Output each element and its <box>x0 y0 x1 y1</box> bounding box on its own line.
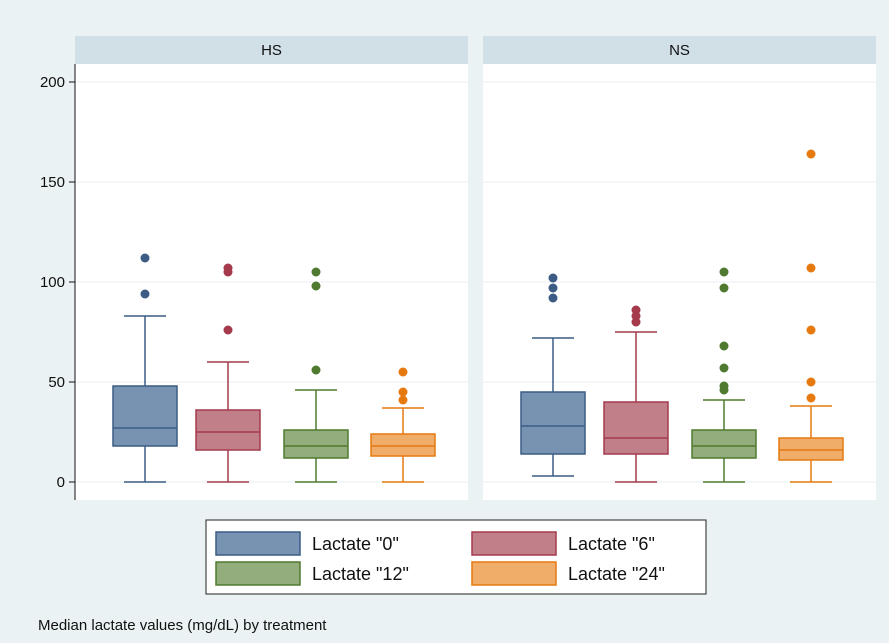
outlier-point <box>806 393 816 403</box>
outlier-point <box>806 149 816 159</box>
box-hs-2 <box>283 267 349 483</box>
box-iqr <box>691 429 757 459</box>
legend: Lactate "0" Lactate "6" Lactate "12" Lactat… <box>205 519 707 595</box>
outlier-point <box>311 281 321 291</box>
legend-item-2: Lactate "12" <box>215 561 409 586</box>
legend-label: Lactate "6" <box>568 534 655 554</box>
outlier-point <box>806 325 816 335</box>
outlier-point <box>398 387 408 397</box>
panel-header <box>483 36 876 64</box>
y-tick-label: 50 <box>48 374 65 391</box>
outlier-point <box>398 395 408 405</box>
box-ns-3 <box>778 149 844 483</box>
panels: HS NS <box>75 36 876 500</box>
outlier-point <box>548 273 558 283</box>
panel-ns: NS <box>483 36 876 500</box>
outlier-point <box>311 267 321 277</box>
outlier-point <box>223 263 233 273</box>
chart-note: Median lactate values (mg/dL) by treatme… <box>38 617 327 634</box>
y-tick-label: 100 <box>40 274 65 291</box>
outlier-point <box>548 283 558 293</box>
box-iqr <box>195 409 261 451</box>
box-iqr <box>283 429 349 459</box>
legend-swatch <box>471 531 557 556</box>
y-tick-label: 0 <box>57 474 65 491</box>
legend-label: Lactate "24" <box>568 564 665 584</box>
box-hs-0 <box>112 253 178 483</box>
legend-label: Lactate "12" <box>312 564 409 584</box>
legend-label: Lactate "0" <box>312 534 399 554</box>
legend-swatch <box>471 561 557 586</box>
box-ns-1 <box>603 305 669 483</box>
y-axis: 0 50 100 150 200 <box>40 64 76 500</box>
outlier-point <box>548 293 558 303</box>
outlier-point <box>140 289 150 299</box>
y-tick-label: 200 <box>40 74 65 91</box>
panel-header <box>75 36 468 64</box>
box-hs-3 <box>370 367 436 483</box>
outlier-point <box>631 305 641 315</box>
box-iqr <box>603 401 669 455</box>
legend-swatch <box>215 561 301 586</box>
outlier-point <box>311 365 321 375</box>
outlier-point <box>719 267 729 277</box>
y-tick-label: 150 <box>40 174 65 191</box>
outlier-point <box>223 325 233 335</box>
panel-title: HS <box>261 42 282 59</box>
legend-item-0: Lactate "0" <box>215 531 399 556</box>
outlier-point <box>398 367 408 377</box>
box-ns-0 <box>520 273 586 477</box>
legend-swatch <box>215 531 301 556</box>
outlier-point <box>719 381 729 391</box>
outlier-point <box>140 253 150 263</box>
panel-title: NS <box>669 42 690 59</box>
box-iqr <box>112 385 178 447</box>
outlier-point <box>806 377 816 387</box>
panel-hs: HS <box>75 36 468 500</box>
outlier-point <box>719 283 729 293</box>
legend-item-1: Lactate "6" <box>471 531 655 556</box>
box-iqr <box>370 433 436 457</box>
outlier-point <box>719 363 729 373</box>
box-hs-1 <box>195 263 261 483</box>
outlier-point <box>806 263 816 273</box>
box-ns-2 <box>691 267 757 483</box>
outlier-point <box>719 341 729 351</box>
box-iqr <box>778 437 844 461</box>
legend-item-3: Lactate "24" <box>471 561 665 586</box>
box-iqr <box>520 391 586 455</box>
